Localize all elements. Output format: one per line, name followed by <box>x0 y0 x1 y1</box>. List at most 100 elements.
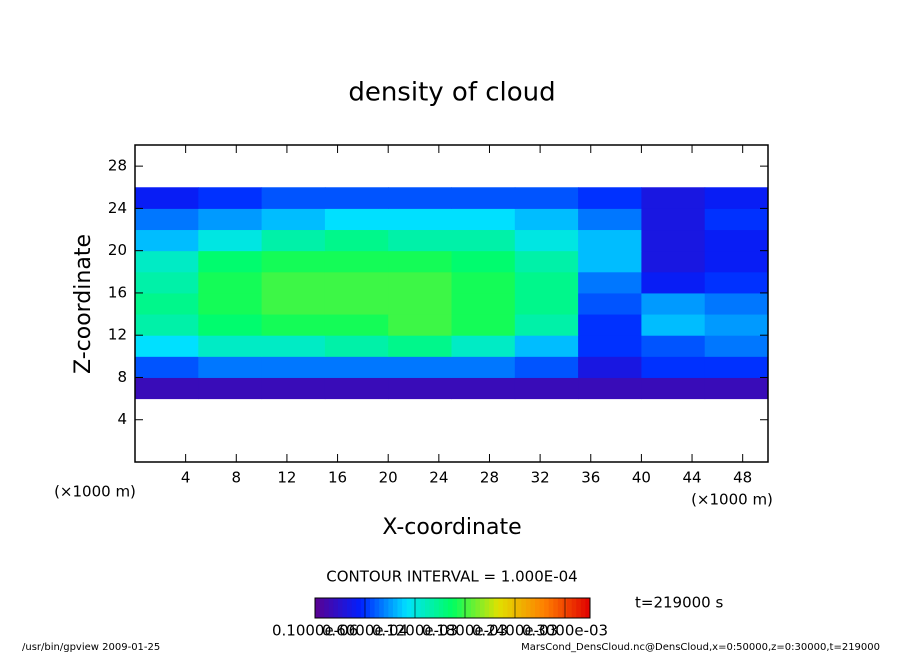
y-tick-label: 20 <box>108 241 127 259</box>
heatmap-cell <box>261 356 326 378</box>
colorbar-tick-label: 0.6000e-04 <box>322 622 408 640</box>
heatmap-cell <box>261 292 326 315</box>
colorbar-swatch <box>383 598 389 618</box>
heatmap-cell <box>451 229 516 252</box>
heatmap-cell <box>198 292 263 315</box>
colorbar-swatch <box>438 598 444 618</box>
colorbar-swatch <box>493 598 499 618</box>
colorbar-swatch <box>475 598 481 618</box>
colorbar-swatch <box>333 598 339 618</box>
colorbar-swatch <box>429 598 435 618</box>
colorbar-tick-label: 0.2400e-03 <box>472 622 558 640</box>
heatmap-cell <box>451 335 516 357</box>
colorbar: 0.1000e-060.6000e-040.1200e-030.1800e-03… <box>272 597 608 640</box>
heatmap-cell <box>135 187 199 209</box>
colorbar-swatch <box>315 598 321 618</box>
heatmap-cell <box>135 356 199 378</box>
colorbar-swatch <box>356 598 362 618</box>
heatmap-cell <box>704 292 769 315</box>
colorbar-swatch <box>502 598 508 618</box>
heatmap-cell <box>578 356 642 378</box>
heatmap-cell <box>388 377 452 400</box>
x-axis-label: X-coordinate <box>382 515 521 540</box>
colorbar-swatch <box>480 598 486 618</box>
colorbar-swatch <box>360 598 366 618</box>
colorbar-swatch <box>434 598 440 618</box>
colorbar-swatch <box>347 598 353 618</box>
colorbar-swatch <box>567 598 573 618</box>
colorbar-swatch <box>351 598 357 618</box>
x-tick-label: 44 <box>682 469 701 487</box>
heatmap-cell <box>514 187 579 209</box>
colorbar-tick-label: 0.1800e-03 <box>422 622 508 640</box>
heatmap-cell <box>514 292 579 315</box>
heatmap-cell <box>198 187 263 209</box>
heatmap-cell <box>578 292 642 315</box>
colorbar-swatch <box>580 598 586 618</box>
colorbar-swatch <box>489 598 495 618</box>
heatmap-cell <box>578 335 642 357</box>
heatmap-cell <box>324 314 389 336</box>
colorbar-swatch <box>406 598 412 618</box>
heatmap-cell <box>514 229 579 252</box>
colorbar-swatch <box>512 598 518 618</box>
colorbar-swatch <box>548 598 554 618</box>
heatmap-cell <box>198 335 263 357</box>
heatmap-cell <box>451 271 516 294</box>
y-tick-label: 16 <box>108 283 127 301</box>
heatmap-cell <box>704 250 769 273</box>
heatmap-cell <box>388 271 452 294</box>
heatmap-cell <box>514 335 579 357</box>
x-tick-label: 28 <box>480 469 499 487</box>
colorbar-swatch <box>337 598 343 618</box>
heatmap-cell <box>261 314 326 336</box>
heatmap-cell <box>704 229 769 252</box>
colorbar-swatch <box>525 598 531 618</box>
x-tick-label: 4 <box>181 469 191 487</box>
heatmap-cell <box>261 250 326 273</box>
y-axis-label: Z-coordinate <box>71 234 96 374</box>
heatmap-cell <box>198 208 263 231</box>
heatmap-cell <box>198 377 263 400</box>
colorbar-swatch <box>342 598 348 618</box>
colorbar-swatch <box>370 598 376 618</box>
heatmap-cell <box>641 229 706 252</box>
heatmap-cell <box>135 377 199 400</box>
colorbar-swatch <box>484 598 490 618</box>
colorbar-swatch <box>397 598 403 618</box>
x-tick-label: 36 <box>581 469 600 487</box>
colorbar-swatch <box>452 598 458 618</box>
heatmap-cell <box>388 335 452 357</box>
heatmap-cell <box>388 208 452 231</box>
heatmap-cell <box>514 377 579 400</box>
x-tick-label: 40 <box>632 469 651 487</box>
heatmap-cell <box>261 187 326 209</box>
heatmap-cell <box>704 314 769 336</box>
colorbar-swatch <box>379 598 385 618</box>
heatmap-cell <box>324 250 389 273</box>
heatmap-cell <box>704 356 769 378</box>
colorbar-tick-label: 0.3000e-03 <box>522 622 608 640</box>
heatmap-cell <box>578 187 642 209</box>
colorbar-swatch <box>470 598 476 618</box>
colorbar-swatch <box>498 598 504 618</box>
heatmap-cell <box>641 187 706 209</box>
heatmap-cell <box>704 377 769 400</box>
heatmap-cell <box>578 314 642 336</box>
x-tick-label: 32 <box>531 469 550 487</box>
footer-right: MarsCond_DensCloud.nc@DensCloud,x=0:5000… <box>521 642 880 653</box>
heatmap-cell <box>641 208 706 231</box>
heatmap-cell <box>704 335 769 357</box>
time-label: t=219000 s <box>635 594 723 612</box>
heatmap-cell <box>451 187 516 209</box>
colorbar-swatch <box>521 598 527 618</box>
colorbar-swatch <box>425 598 431 618</box>
heatmap-cell <box>451 377 516 400</box>
heatmap-cell <box>198 356 263 378</box>
colorbar-swatch <box>544 598 550 618</box>
heatmap-cell <box>324 187 389 209</box>
heatmap-cell <box>451 314 516 336</box>
heatmap-cell <box>198 314 263 336</box>
